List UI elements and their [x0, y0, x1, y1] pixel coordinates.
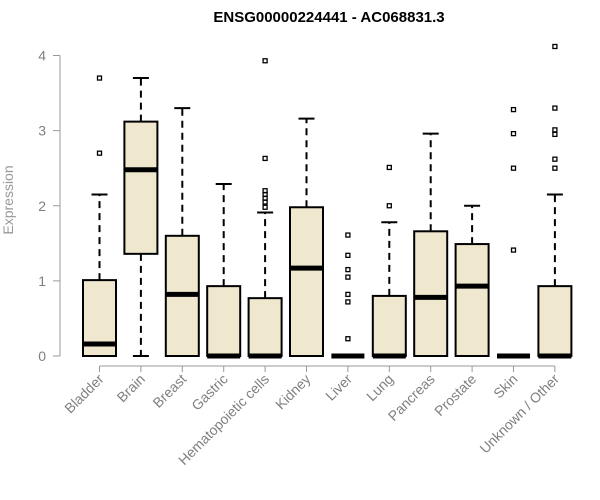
outlier-point — [96, 150, 103, 156]
box — [454, 243, 490, 358]
box-group — [82, 75, 117, 357]
box-group — [289, 117, 324, 357]
box-group — [123, 77, 159, 357]
box-group — [454, 204, 490, 358]
outlier-point — [345, 274, 351, 280]
box — [123, 120, 159, 255]
outlier-point — [262, 155, 268, 162]
outlier-point — [345, 291, 351, 298]
outlier-point — [510, 165, 517, 171]
box-group — [413, 132, 449, 357]
y-tick-label: 0 — [38, 348, 46, 364]
x-tick-label: Prostate — [431, 371, 479, 419]
box-group — [206, 182, 242, 359]
box-group — [497, 106, 530, 359]
box — [371, 294, 407, 357]
plot-area — [82, 43, 573, 359]
y-axis-label: Expression — [0, 165, 16, 234]
y-tick-label: 2 — [38, 198, 46, 214]
y-axis: 0 1 2 3 4 — [38, 48, 61, 364]
y-tick-label: 4 — [38, 48, 46, 64]
x-tick-label: Lung — [363, 371, 396, 404]
outlier-point — [510, 106, 517, 113]
outlier-point — [552, 156, 558, 162]
outlier-point — [552, 127, 558, 133]
outlier-point — [262, 204, 268, 210]
outlier-point — [386, 164, 392, 171]
outlier-point — [345, 299, 351, 305]
x-tick-label: Liver — [322, 371, 355, 404]
x-tick-label: Brain — [114, 371, 148, 405]
box — [289, 206, 324, 357]
x-tick-label: Unknown / Other — [476, 371, 562, 457]
outlier-point — [345, 266, 351, 273]
x-tick-label: Bladder — [61, 371, 107, 417]
outlier-point — [552, 43, 558, 50]
box-group — [537, 43, 573, 359]
outlier-point — [552, 105, 558, 111]
outlier-point — [552, 165, 558, 171]
outlier-point — [552, 131, 558, 138]
outlier-point — [510, 247, 517, 253]
x-tick-label: Skin — [490, 371, 521, 402]
box-group — [247, 58, 283, 359]
outlier-point — [96, 75, 103, 81]
outlier-point — [510, 130, 517, 137]
box — [413, 230, 449, 357]
outlier-point — [386, 203, 392, 209]
box — [247, 297, 283, 357]
y-tick-label: 3 — [38, 123, 46, 139]
x-tick-label: Breast — [149, 371, 189, 411]
box-group — [371, 164, 407, 359]
outlier-point — [345, 252, 351, 258]
x-tick-label: Kidney — [272, 371, 314, 413]
outlier-point — [345, 232, 351, 238]
box-group — [164, 107, 200, 357]
y-tick-label: 1 — [38, 273, 46, 289]
box — [537, 285, 573, 358]
chart-title: ENSG00000224441 - AC068831.3 — [213, 9, 444, 26]
box-group — [331, 232, 365, 359]
outlier-point — [262, 188, 268, 194]
outlier-point — [345, 336, 351, 342]
box — [206, 285, 242, 358]
outlier-point — [262, 58, 268, 64]
